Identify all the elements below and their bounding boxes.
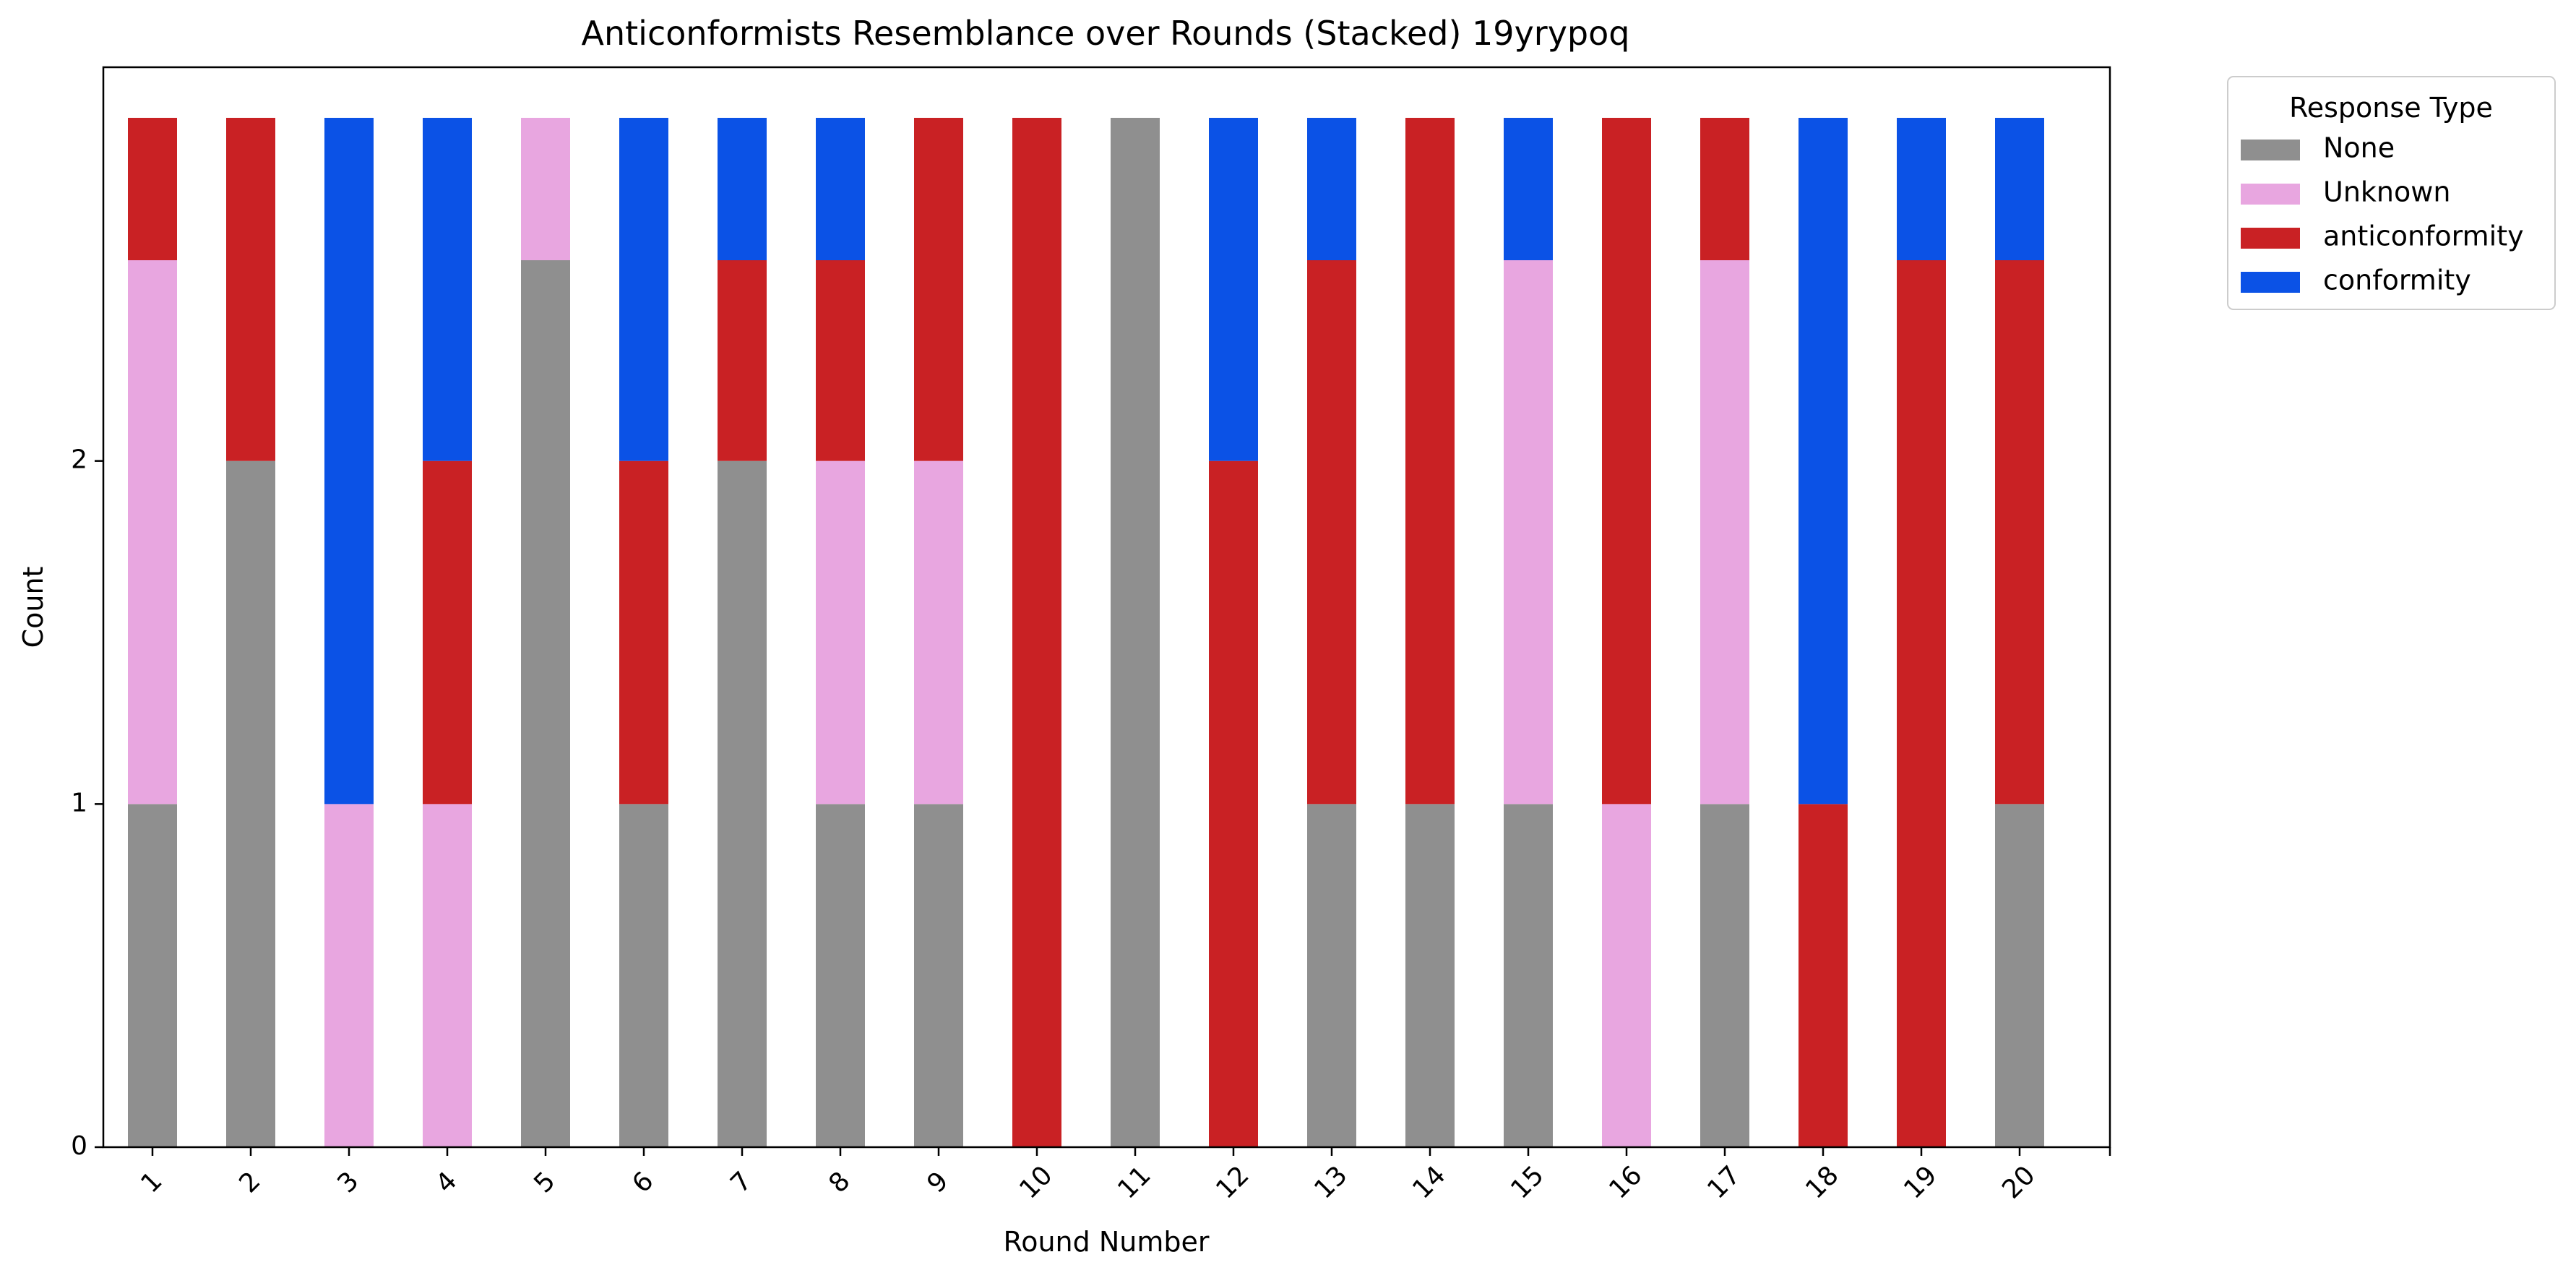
legend-swatch-unknown (2241, 184, 2300, 205)
bar-segment-anticonformity-round-20 (1995, 260, 2044, 805)
bar-segment-anticonformity-round-6 (619, 460, 668, 805)
bars-layer (128, 118, 2044, 1148)
bar-segment-none-round-17 (1700, 804, 1749, 1147)
chart-title: Anticonformists Resemblance over Rounds … (582, 14, 1630, 53)
bar-segment-anticonformity-round-19 (1897, 260, 1946, 1148)
bar-segment-unknown-round-3 (324, 804, 374, 1147)
bar-segment-anticonformity-round-8 (816, 260, 865, 461)
bar-segment-anticonformity-round-1 (128, 118, 177, 261)
bar-segment-none-round-13 (1307, 804, 1356, 1147)
bar-segment-none-round-9 (914, 804, 963, 1147)
plot-area-frame (102, 66, 2111, 1149)
bar-segment-none-round-15 (1504, 804, 1553, 1147)
legend-entries: None Unknown anticonformity conformity (2241, 132, 2524, 296)
bar-segment-none-round-20 (1995, 804, 2044, 1147)
bar-segment-none-round-11 (1111, 118, 1160, 1147)
legend: Response Type None Unknown anticonformity c… (2227, 76, 2556, 310)
legend-swatch-conformity (2241, 272, 2300, 293)
bar-segment-conformity-round-15 (1504, 118, 1553, 261)
bar-segment-anticonformity-round-2 (226, 118, 275, 461)
legend-title: Response Type (2289, 92, 2493, 124)
legend-label-none: None (2323, 132, 2395, 164)
bar-segment-conformity-round-18 (1799, 118, 1848, 805)
bar-segment-anticonformity-round-14 (1405, 118, 1455, 805)
bar-segment-unknown-round-5 (521, 118, 570, 261)
bar-segment-unknown-round-9 (914, 460, 963, 805)
bar-segment-anticonformity-round-18 (1799, 804, 1848, 1147)
bar-segment-unknown-round-16 (1602, 804, 1651, 1147)
bar-segment-none-round-14 (1405, 804, 1455, 1147)
bar-segment-none-round-7 (718, 460, 767, 1147)
bar-segment-none-round-1 (128, 804, 177, 1147)
bar-segment-unknown-round-1 (128, 260, 177, 805)
bar-segment-anticonformity-round-4 (423, 460, 472, 805)
bar-segment-none-round-2 (226, 460, 275, 1147)
bar-segment-none-round-6 (619, 804, 668, 1147)
bar-segment-conformity-round-7 (718, 118, 767, 261)
legend-label-conformity: conformity (2323, 265, 2471, 296)
bar-segment-anticonformity-round-13 (1307, 260, 1356, 805)
bar-segment-unknown-round-4 (423, 804, 472, 1147)
bar-segment-conformity-round-3 (324, 118, 374, 805)
legend-label-anticonformity: anticonformity (2323, 220, 2524, 252)
bar-segment-unknown-round-17 (1700, 260, 1749, 805)
y-tick-label: 2 (71, 445, 87, 475)
y-axis: 0 1 2 (71, 445, 103, 1161)
legend-swatch-none (2241, 140, 2300, 160)
x-axis-label: Round Number (1004, 1226, 1210, 1258)
bar-segment-anticonformity-round-17 (1700, 118, 1749, 261)
bar-segment-conformity-round-8 (816, 118, 865, 261)
legend-box (2227, 76, 2556, 310)
bar-segment-conformity-round-19 (1897, 118, 1946, 261)
bar-segment-conformity-round-20 (1995, 118, 2044, 261)
bar-segment-none-round-5 (521, 260, 570, 1148)
bar-segment-unknown-round-8 (816, 460, 865, 805)
bar-segment-anticonformity-round-7 (718, 260, 767, 461)
bar-segment-conformity-round-12 (1209, 118, 1258, 461)
y-tick-label: 0 (71, 1131, 87, 1161)
legend-swatch-anticonformity (2241, 228, 2300, 249)
y-axis-label: Count (17, 567, 49, 648)
y-tick-label: 1 (71, 788, 87, 818)
bar-segment-conformity-round-4 (423, 118, 472, 461)
bar-segment-anticonformity-round-9 (914, 118, 963, 461)
bar-segment-anticonformity-round-16 (1602, 118, 1651, 805)
legend-label-unknown: Unknown (2323, 176, 2450, 208)
bar-segment-conformity-round-13 (1307, 118, 1356, 261)
bar-segment-anticonformity-round-12 (1209, 460, 1258, 1147)
bar-segment-conformity-round-6 (619, 118, 668, 461)
bar-segment-anticonformity-round-10 (1012, 118, 1061, 1147)
bar-segment-none-round-8 (816, 804, 865, 1147)
bar-segment-unknown-round-15 (1504, 260, 1553, 805)
